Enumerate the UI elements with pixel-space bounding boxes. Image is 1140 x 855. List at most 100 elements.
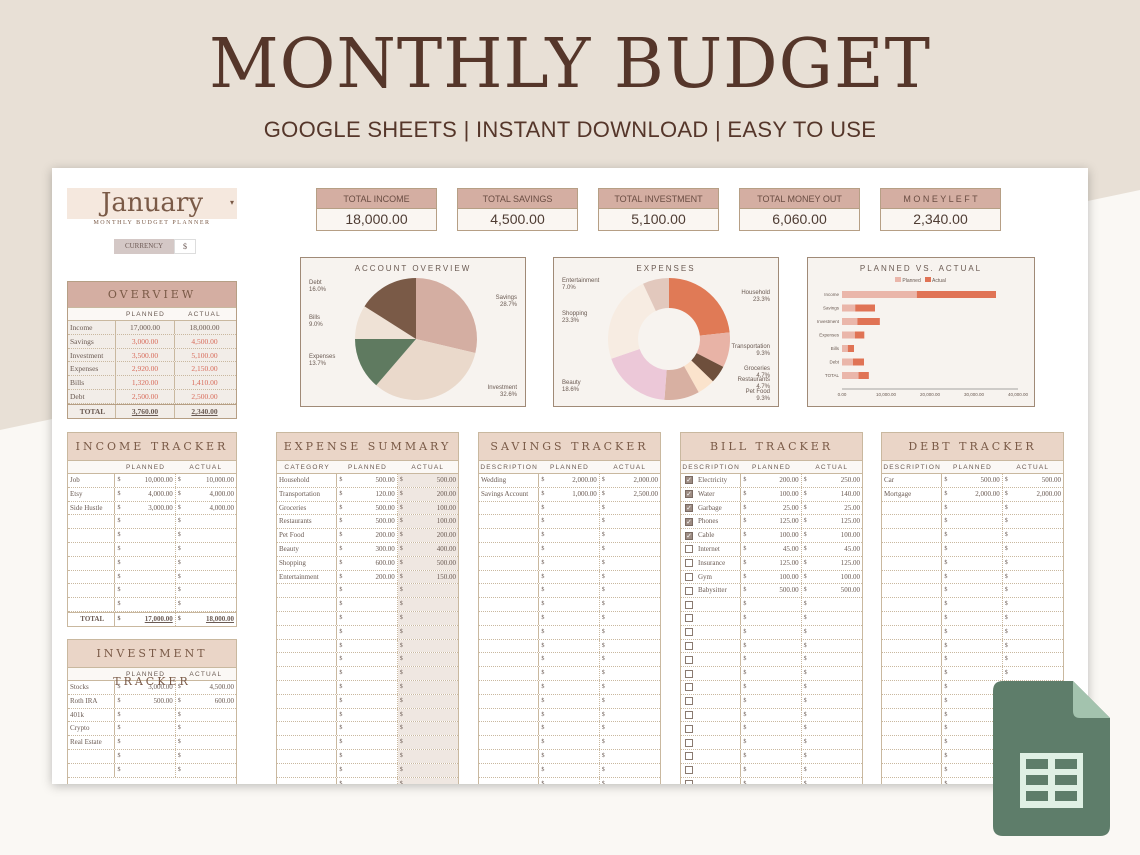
table-row[interactable]: Household $500.00 $500.00 (277, 474, 459, 488)
table-row[interactable]: $$ (681, 722, 862, 737)
table-row[interactable]: Mortgage $2,000.00 $2,000.00 (882, 487, 1063, 502)
table-row[interactable]: $$ (681, 694, 862, 709)
table-row[interactable]: $$ (479, 529, 660, 543)
table-row[interactable]: $$ (68, 556, 236, 571)
table-row[interactable]: $$ (681, 708, 862, 723)
checkbox[interactable] (685, 641, 693, 650)
table-row[interactable]: $$ (479, 570, 660, 585)
table-row[interactable]: Stocks $3,000.00 $4,500.00 (68, 681, 236, 695)
table-row[interactable]: Beauty $300.00 $400.00 (277, 542, 459, 557)
table-row[interactable]: Internet $45.00 $45.00 (681, 542, 862, 557)
table-row[interactable]: $$ (479, 763, 660, 778)
table-row[interactable]: $$ (479, 625, 660, 640)
table-row[interactable]: $$ (479, 708, 660, 723)
table-row[interactable]: ✓ Electricity $200.00 $250.00 (681, 474, 862, 488)
table-row[interactable]: $$ (479, 501, 660, 516)
checkbox[interactable]: ✓ (685, 490, 693, 499)
table-row[interactable]: $$ (479, 611, 660, 626)
checkbox[interactable] (685, 779, 693, 784)
table-row[interactable]: $$ (882, 625, 1063, 640)
table-row[interactable]: $$ (277, 736, 459, 750)
table-row[interactable]: $$ (479, 653, 660, 668)
checkbox[interactable] (685, 628, 693, 637)
table-row[interactable]: Restaurants $500.00 $100.00 (277, 515, 459, 530)
checkbox[interactable]: ✓ (685, 531, 693, 540)
table-row[interactable]: $$ (681, 763, 862, 778)
table-row[interactable]: $$ (681, 625, 862, 640)
checkbox[interactable] (685, 669, 693, 678)
table-row[interactable]: $$ (277, 763, 459, 778)
table-row[interactable]: Babysitter $500.00 $500.00 (681, 584, 862, 599)
table-row[interactable]: ✓ Phones $125.00 $125.00 (681, 515, 862, 530)
table-row[interactable]: $$ (479, 598, 660, 612)
table-row[interactable]: $$ (681, 639, 862, 654)
checkbox[interactable]: ✓ (685, 476, 693, 485)
table-row[interactable]: $$ (277, 667, 459, 681)
table-row[interactable]: $$ (68, 542, 236, 557)
table-row[interactable]: Job $10,000.00 $10,000.00 (68, 474, 236, 488)
table-row[interactable]: $$ (277, 653, 459, 668)
table-row[interactable]: $$ (681, 667, 862, 681)
table-row[interactable]: $$ (681, 736, 862, 750)
table-row[interactable]: $$ (277, 722, 459, 737)
table-row[interactable]: $$ (882, 570, 1063, 585)
table-row[interactable]: ✓ Water $100.00 $140.00 (681, 487, 862, 502)
table-row[interactable]: $$ (681, 680, 862, 695)
table-row[interactable]: $$ (68, 584, 236, 599)
checkbox[interactable] (685, 545, 693, 554)
table-row[interactable]: $$ (68, 515, 236, 530)
month-selector[interactable]: January ▾ (67, 188, 237, 219)
table-row[interactable]: ✓ Cable $100.00 $100.00 (681, 529, 862, 543)
table-row[interactable]: $$ (277, 777, 459, 784)
table-row[interactable]: $$ (882, 542, 1063, 557)
table-row[interactable]: $$ (277, 639, 459, 654)
table-row[interactable]: Gym $100.00 $100.00 (681, 570, 862, 585)
table-row[interactable]: $$ (479, 777, 660, 784)
checkbox[interactable] (685, 697, 693, 706)
table-row[interactable]: $$ (479, 542, 660, 557)
table-row[interactable]: Savings Account $1,000.00 $2,500.00 (479, 487, 660, 502)
chevron-down-icon[interactable]: ▾ (229, 198, 234, 207)
checkbox[interactable] (685, 724, 693, 733)
table-row[interactable]: $$ (68, 570, 236, 585)
table-row[interactable]: $$ (882, 653, 1063, 668)
table-row[interactable]: $$ (479, 680, 660, 695)
checkbox[interactable]: ✓ (685, 517, 693, 526)
table-row[interactable]: Side Hustle $3,000.00 $4,000.00 (68, 501, 236, 516)
table-row[interactable]: $$ (68, 749, 236, 764)
table-row[interactable]: $$ (277, 625, 459, 640)
table-row[interactable]: $$ (277, 708, 459, 723)
checkbox[interactable] (685, 600, 693, 609)
table-row[interactable]: $$ (882, 639, 1063, 654)
table-row[interactable]: Insurance $125.00 $125.00 (681, 556, 862, 571)
table-row[interactable]: Groceries $500.00 $100.00 (277, 501, 459, 516)
table-row[interactable]: $$ (882, 501, 1063, 516)
table-row[interactable]: Entertainment $200.00 $150.00 (277, 570, 459, 585)
checkbox[interactable] (685, 752, 693, 761)
table-row[interactable]: 401k $ $ (68, 708, 236, 723)
table-row[interactable]: ✓ Garbage $25.00 $25.00 (681, 501, 862, 516)
table-row[interactable]: $$ (479, 515, 660, 530)
table-row[interactable]: $$ (681, 611, 862, 626)
table-row[interactable]: $$ (68, 763, 236, 778)
table-row[interactable]: $$ (277, 694, 459, 709)
table-row[interactable]: Shopping $600.00 $500.00 (277, 556, 459, 571)
table-row[interactable]: $$ (479, 667, 660, 681)
table-row[interactable]: $$ (681, 777, 862, 784)
table-row[interactable]: $$ (479, 736, 660, 750)
table-row[interactable]: Etsy $4,000.00 $4,000.00 (68, 487, 236, 502)
table-row[interactable]: $$ (68, 529, 236, 543)
table-row[interactable]: Wedding $2,000.00 $2,000.00 (479, 474, 660, 488)
table-row[interactable]: Roth IRA $500.00 $600.00 (68, 694, 236, 709)
table-row[interactable]: $$ (68, 598, 236, 612)
checkbox[interactable] (685, 614, 693, 623)
table-row[interactable]: $$ (882, 556, 1063, 571)
table-row[interactable]: $$ (681, 749, 862, 764)
checkbox[interactable] (685, 710, 693, 719)
table-row[interactable]: $$ (882, 529, 1063, 543)
checkbox[interactable] (685, 683, 693, 692)
table-row[interactable]: $$ (277, 749, 459, 764)
table-row[interactable]: $$ (277, 598, 459, 612)
table-row[interactable]: $$ (882, 667, 1063, 681)
checkbox[interactable] (685, 655, 693, 664)
